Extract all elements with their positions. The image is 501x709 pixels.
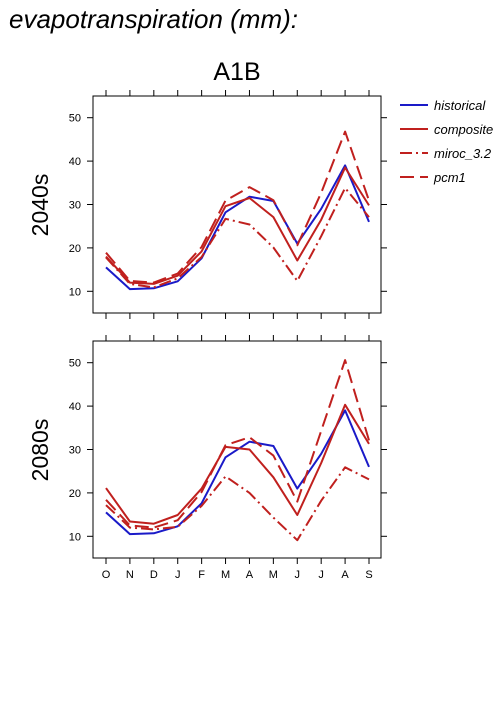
x-tick-label: M bbox=[221, 569, 230, 581]
series-line-pcm1 bbox=[105, 130, 370, 284]
x-tick-label: A bbox=[341, 569, 349, 581]
series-line-historical bbox=[105, 409, 370, 536]
y-tick-label: 40 bbox=[69, 156, 81, 168]
legend-item-composite: composite bbox=[400, 122, 493, 137]
legend-label: pcm1 bbox=[433, 170, 466, 185]
x-tick-label: D bbox=[150, 569, 158, 581]
x-tick-label: O bbox=[102, 569, 111, 581]
series-line-composite bbox=[105, 166, 370, 285]
panel-label-2040s: 2040s bbox=[27, 174, 53, 237]
x-tick-label: M bbox=[269, 569, 278, 581]
series-line-miroc_3.2 bbox=[105, 466, 370, 542]
y-tick-label: 20 bbox=[69, 243, 81, 255]
x-tick-label: J bbox=[318, 569, 324, 581]
legend-item-pcm1: pcm1 bbox=[400, 170, 466, 185]
legend-label: miroc_3.2 bbox=[434, 146, 492, 161]
panels-layer: 10 20 30 40 50 2040s 10 20 30 40 50 O N D J F M A M J J A S 208… bbox=[27, 90, 387, 581]
series-line-historical bbox=[105, 164, 370, 291]
x-tick-label: F bbox=[198, 569, 205, 581]
legend-item-historical: historical bbox=[400, 98, 486, 113]
series-line-pcm1 bbox=[105, 359, 370, 529]
x-tick-label: A bbox=[246, 569, 254, 581]
y-tick-label: 40 bbox=[69, 401, 81, 413]
scenario-title: A1B bbox=[213, 58, 260, 86]
y-tick-label: 50 bbox=[69, 113, 81, 125]
y-tick-label: 30 bbox=[69, 200, 81, 212]
panel-2080s: 10 20 30 40 50 O N D J F M A M J J A S 2080s bbox=[27, 335, 387, 581]
chart-main-title: evapotranspiration (mm): bbox=[9, 4, 298, 34]
panel-2040s: 10 20 30 40 50 2040s bbox=[27, 90, 387, 319]
y-tick-label: 50 bbox=[69, 358, 81, 370]
legend-label: historical bbox=[434, 98, 486, 113]
y-tick-label: 10 bbox=[69, 531, 81, 543]
y-tick-label: 10 bbox=[69, 286, 81, 298]
legend: historical composite miroc_3.2 pcm1 bbox=[400, 98, 493, 185]
series-line-miroc_3.2 bbox=[105, 187, 370, 289]
x-tick-label: S bbox=[365, 569, 372, 581]
y-tick-label: 30 bbox=[69, 445, 81, 457]
x-tick-label: N bbox=[126, 569, 134, 581]
y-tick-label: 20 bbox=[69, 488, 81, 500]
panel-label-2080s: 2080s bbox=[27, 419, 53, 482]
series-line-composite bbox=[105, 403, 370, 525]
x-tick-label: J bbox=[175, 569, 181, 581]
x-tick-label: J bbox=[295, 569, 301, 581]
legend-label: composite bbox=[434, 122, 493, 137]
legend-item-miroc_3.2: miroc_3.2 bbox=[400, 146, 492, 161]
